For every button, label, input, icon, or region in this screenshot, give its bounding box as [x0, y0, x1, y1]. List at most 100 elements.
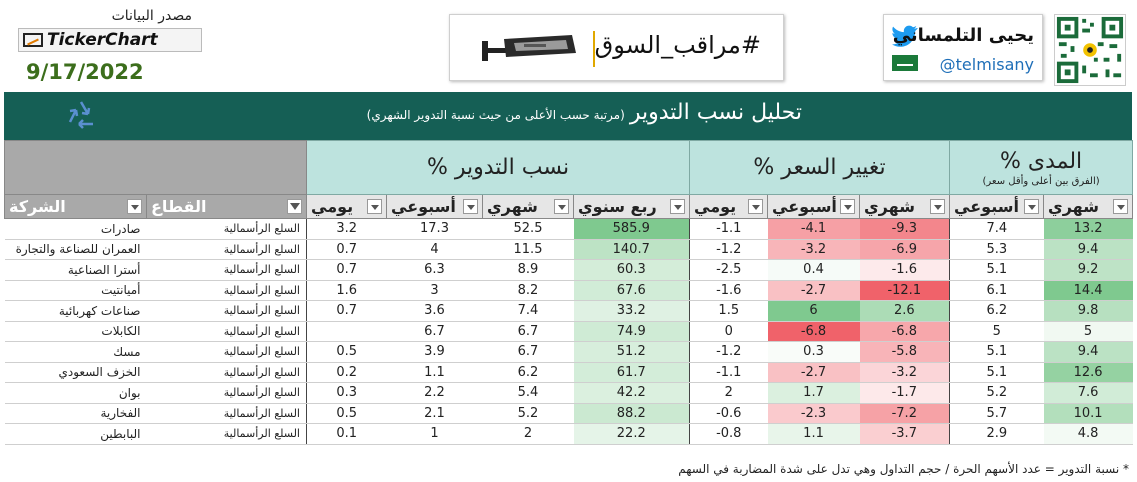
qr-code-icon [1054, 14, 1126, 86]
dropdown-arrow-icon[interactable] [748, 199, 764, 214]
price-daily-cell: -0.8 [689, 423, 768, 445]
column-header-sector: القطاع [146, 194, 307, 219]
price-monthly-cell: -6.8 [859, 321, 950, 342]
range-weekly-cell: 5 [949, 321, 1044, 342]
turnover-daily-cell: 0.7 [306, 239, 387, 260]
price-monthly-cell: -7.2 [859, 403, 950, 424]
turnover-monthly-cell: 6.7 [482, 341, 574, 363]
company-name-cell: أسترا الصناعية [4, 259, 147, 281]
price-monthly-cell: -6.9 [859, 239, 950, 260]
range-note: (الفرق بين أعلى وأقل سعر) [982, 175, 1100, 187]
footnote: * نسبة التدوير = عدد الأسهم الحرة / حجم … [678, 462, 1129, 476]
dropdown-arrow-icon[interactable] [930, 199, 946, 214]
dropdown-arrow-icon[interactable] [670, 199, 686, 214]
turnover-daily-cell: 0.5 [306, 341, 387, 363]
sector-cell: السلع الرأسمالية [146, 239, 307, 260]
price-daily-cell: 1.5 [689, 300, 768, 322]
range-monthly-cell: 13.2 [1043, 218, 1133, 240]
price-monthly-cell: -9.3 [859, 218, 950, 240]
range-weekly-cell: 7.4 [949, 218, 1044, 240]
table-row[interactable]: الخزف السعودي السلع الرأسمالية 0.2 1.1 6.2 61… [4, 362, 1133, 383]
turnover-quarterly-cell: 67.6 [573, 280, 690, 301]
tickerchart-logo-text: TickerChart [47, 30, 158, 50]
range-monthly-cell: 9.8 [1043, 300, 1133, 322]
banner-title: تحليل نسب التدوير (مرتبة حسب الأعلى من ح… [367, 100, 802, 125]
table-row[interactable]: صادرات السلع الرأسمالية 3.2 17.3 52.5 585.9 -1… [4, 218, 1133, 240]
sector-cell: السلع الرأسمالية [146, 341, 307, 363]
column-header-monthly: شهري [482, 194, 574, 219]
turnover-daily-cell: 0.7 [306, 259, 387, 281]
turnover-weekly-cell: 3.9 [386, 341, 483, 363]
turnover-monthly-cell: 2 [482, 423, 574, 445]
table-row[interactable]: أميانتيت السلع الرأسمالية 1.6 3 8.2 67.6 -1.6-… [4, 280, 1133, 301]
filter-active-icon[interactable] [287, 199, 302, 214]
table-row[interactable]: الفخارية السلع الرأسمالية 0.5 2.1 5.2 88.2 -0.… [4, 403, 1133, 424]
turnover-monthly-cell: 5.2 [482, 403, 574, 424]
turnover-daily-cell: 0.5 [306, 403, 387, 424]
price-weekly-cell: 1.7 [767, 382, 860, 404]
range-monthly-cell: 9.4 [1043, 341, 1133, 363]
brand-separator [593, 31, 595, 67]
dropdown-arrow-icon[interactable] [554, 199, 569, 214]
company-name-cell: العمران للصناعة والتجارة [4, 239, 147, 260]
price-monthly-cell: -1.6 [859, 259, 950, 281]
table-row[interactable]: البابطين السلع الرأسمالية 0.1 1 2 22.2 -0.8 1.1… [4, 423, 1133, 445]
company-name-cell: صناعات كهربائية [4, 300, 147, 322]
range-monthly-cell: 7.6 [1043, 382, 1133, 404]
dropdown-arrow-icon[interactable] [463, 199, 478, 214]
table-row[interactable]: بوان السلع الرأسمالية 0.3 2.2 5.4 42.2 2 1.7 -1.… [4, 382, 1133, 404]
author-box[interactable]: يحيى التلمساني @telmisany [883, 14, 1043, 81]
dropdown-arrow-icon[interactable] [1113, 199, 1129, 214]
table-row[interactable]: أسترا الصناعية السلع الرأسمالية 0.7 6.3 8.9 6… [4, 259, 1133, 281]
price-daily-cell: -1.1 [689, 362, 768, 383]
turnover-weekly-cell: 2.1 [386, 403, 483, 424]
dropdown-arrow-icon[interactable] [1024, 199, 1040, 214]
price-daily-cell: -1.2 [689, 239, 768, 260]
table-row[interactable]: الكابلات السلع الرأسمالية 6.7 6.7 74.9 0 -6.8-… [4, 321, 1133, 342]
turnover-weekly-cell: 6.7 [386, 321, 483, 342]
range-weekly-cell: 5.2 [949, 382, 1044, 404]
table-row[interactable]: العمران للصناعة والتجارة السلع الرأسمالية… [4, 239, 1133, 260]
column-header-daily: يومي [306, 194, 387, 219]
turnover-daily-cell: 0.7 [306, 300, 387, 322]
range-weekly-cell: 5.1 [949, 362, 1044, 383]
company-name-cell: الخزف السعودي [4, 362, 147, 383]
turnover-quarterly-cell: 88.2 [573, 403, 690, 424]
table-row[interactable]: صناعات كهربائية السلع الرأسمالية 0.7 3.6 7.4… [4, 300, 1133, 322]
range-weekly-cell: 6.2 [949, 300, 1044, 322]
group-header-range: المدى % (الفرق بين أعلى وأقل سعر) [949, 140, 1134, 195]
turnover-weekly-cell: 4 [386, 239, 483, 260]
range-weekly-cell: 5.1 [949, 259, 1044, 281]
recycle-icon[interactable] [64, 98, 98, 132]
range-monthly-cell: 5 [1043, 321, 1133, 342]
chart-icon [23, 33, 43, 47]
turnover-quarterly-cell: 33.2 [573, 300, 690, 322]
column-label: الشركة [9, 197, 66, 216]
turnover-monthly-cell: 6.2 [482, 362, 574, 383]
twitter-bird-icon [892, 25, 918, 47]
dropdown-arrow-icon[interactable] [840, 199, 856, 214]
security-camera-icon [482, 35, 576, 61]
turnover-daily-cell: 0.3 [306, 382, 387, 404]
turnover-monthly-cell: 11.5 [482, 239, 574, 260]
brand-box: #مراقب_السوق [449, 14, 784, 81]
turnover-daily-cell: 0.2 [306, 362, 387, 383]
turnover-table: نسب التدوير % تغيير السعر % المدى % (الف… [4, 140, 1134, 445]
title-banner: تحليل نسب التدوير (مرتبة حسب الأعلى من ح… [4, 92, 1132, 140]
column-header-quarterly: ربع سنوي [572, 194, 691, 219]
twitter-handle[interactable]: @telmisany [939, 55, 1034, 74]
sector-cell: السلع الرأسمالية [146, 403, 307, 424]
column-header-weekly: أسبوعي [386, 194, 483, 219]
turnover-weekly-cell: 1.1 [386, 362, 483, 383]
price-monthly-cell: -1.7 [859, 382, 950, 404]
tickerchart-logo: TickerChart [18, 28, 202, 52]
price-weekly-cell: -2.3 [767, 403, 860, 424]
turnover-quarterly-cell: 22.2 [573, 423, 690, 445]
column-label: شهري [487, 197, 538, 216]
dropdown-arrow-icon[interactable] [367, 199, 382, 214]
company-name-cell: مسك [4, 341, 147, 363]
range-weekly-cell: 2.9 [949, 423, 1044, 445]
dropdown-arrow-icon[interactable] [127, 199, 142, 214]
banner-subtitle: (مرتبة حسب الأعلى من حيث نسبة التدوير ال… [366, 108, 625, 122]
table-row[interactable]: مسك السلع الرأسمالية 0.5 3.9 6.7 51.2 -1.2 0.3-… [4, 341, 1133, 363]
